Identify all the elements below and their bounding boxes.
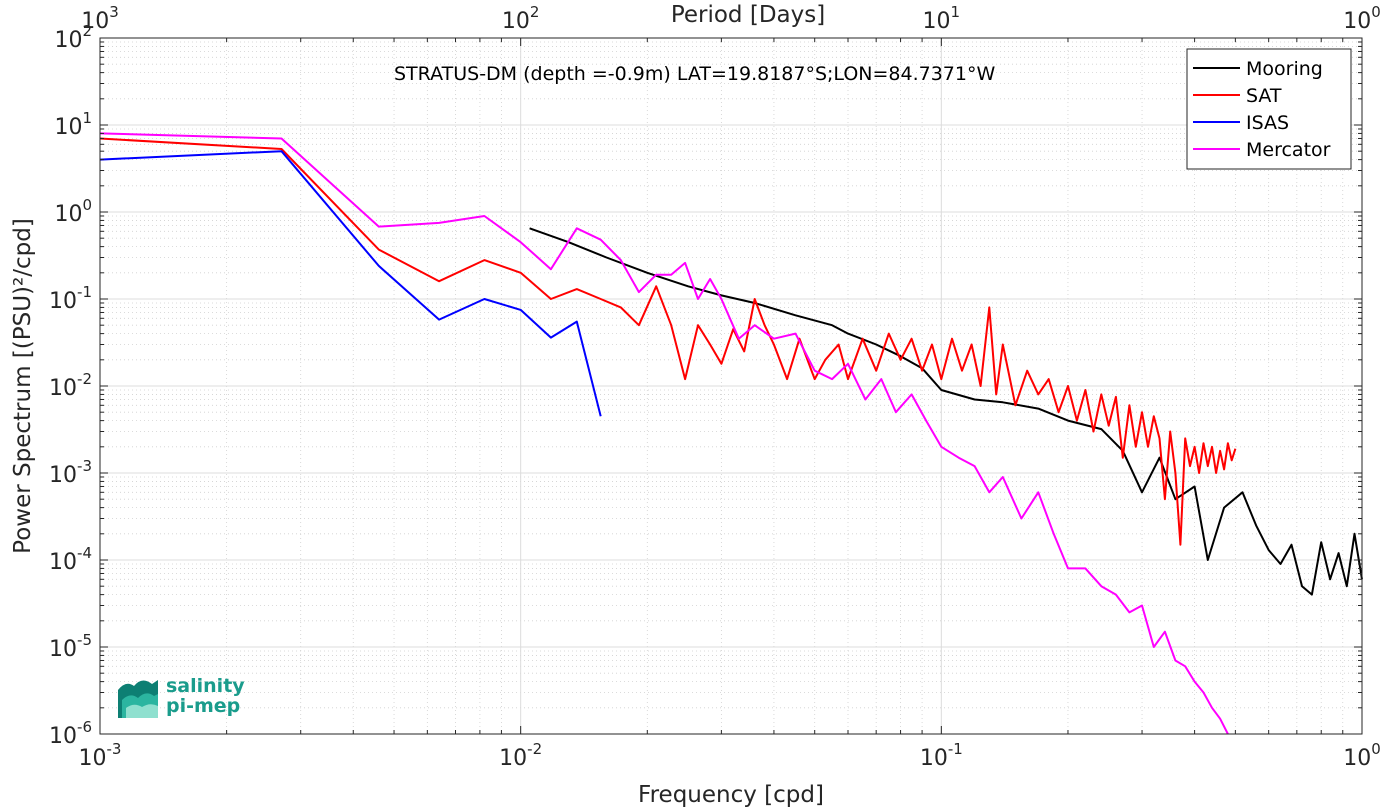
x-tick-label: 100 bbox=[1343, 740, 1381, 771]
series-layer bbox=[99, 132, 1363, 735]
logo-line2: pi-mep bbox=[166, 695, 240, 717]
wave-logo-icon bbox=[118, 680, 158, 718]
y-tick-labels: 102 101 100 10-1 10-2 10-3 10-4 10-5 10-6 bbox=[49, 22, 92, 749]
tick-marks bbox=[99, 37, 1363, 735]
legend-label: Mercator bbox=[1246, 139, 1331, 161]
x-tick-labels: 10-3 10-2 10-1 100 bbox=[79, 740, 1381, 771]
top-x-tick-label: 100 bbox=[1343, 3, 1381, 34]
y-axis-title: Power Spectrum [(PSU)²/cpd] bbox=[10, 218, 36, 554]
y-tick-label: 10-2 bbox=[49, 370, 92, 401]
y-tick-label: 10-1 bbox=[49, 283, 92, 314]
series-line-mercator bbox=[99, 132, 1229, 735]
x-tick-label: 10-1 bbox=[920, 740, 963, 771]
y-tick-label: 10-3 bbox=[49, 457, 92, 488]
legend-label: SAT bbox=[1246, 85, 1282, 107]
top-x-tick-label: 103 bbox=[81, 3, 119, 34]
y-tick-label: 102 bbox=[54, 22, 92, 53]
x-tick-label: 10-2 bbox=[499, 740, 542, 771]
top-x-tick-labels: 103 102 101 100 bbox=[81, 3, 1381, 34]
legend: Mooring SAT ISAS Mercator bbox=[1186, 48, 1352, 170]
top-x-axis-title: Period [Days] bbox=[671, 2, 825, 28]
y-tick-label: 10-4 bbox=[49, 544, 92, 575]
series-line-sat bbox=[99, 137, 1237, 546]
y-tick-label: 100 bbox=[54, 196, 92, 227]
legend-label: Mooring bbox=[1246, 58, 1323, 80]
x-tick-label: 10-3 bbox=[79, 740, 122, 771]
legend-label: ISAS bbox=[1246, 112, 1289, 134]
x-axis-title: Frequency [cpd] bbox=[638, 782, 824, 808]
top-x-tick-label: 101 bbox=[923, 3, 961, 34]
series-line-isas bbox=[99, 150, 602, 417]
y-tick-label: 10-5 bbox=[49, 631, 92, 662]
chart-title: STRATUS-DM (depth =-0.9m) LAT=19.8187°S;… bbox=[394, 63, 995, 85]
salinity-pi-mep-logo: salinity pi-mep bbox=[118, 675, 245, 718]
y-tick-label: 10-6 bbox=[49, 718, 92, 749]
legend-items: Mooring SAT ISAS Mercator bbox=[1193, 58, 1331, 161]
top-x-tick-label: 102 bbox=[502, 3, 540, 34]
y-tick-label: 101 bbox=[54, 109, 92, 140]
logo-line1: salinity bbox=[166, 675, 245, 697]
